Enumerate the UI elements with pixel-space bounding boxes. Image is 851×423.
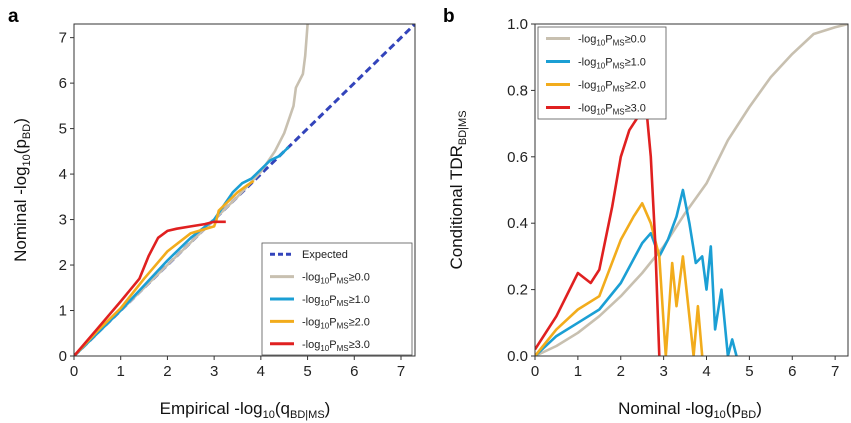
legend-entry: -log10PMS≥2.0 — [302, 316, 370, 330]
panel-b-letter: b — [443, 6, 455, 27]
panel-a-frame — [73, 23, 416, 357]
x-tick-label: 7 — [831, 363, 839, 380]
panel-a-xlabel: Empirical -log10(qBD|MS) — [160, 399, 331, 421]
legend-entry: -log10PMS≥2.0 — [578, 80, 646, 94]
y-tick-label: 7 — [59, 30, 67, 47]
panel-b-ylabel: Conditional TDRBD|MS — [447, 110, 469, 269]
panel-a: a 0 1 2 3 4 5 6 7 0 1 2 3 4 5 6 7 Empirical -log10(qBD|… — [8, 6, 416, 421]
series-line-0 — [535, 24, 848, 356]
y-tick-label: 0.4 — [507, 215, 528, 232]
x-tick-label: 3 — [659, 363, 667, 380]
panel-a-letter: a — [8, 6, 19, 27]
y-tick-label: 0.2 — [507, 282, 528, 299]
y-tick-label: 0.0 — [507, 348, 528, 365]
x-tick-label: 5 — [745, 363, 753, 380]
y-tick-label: 5 — [59, 121, 67, 138]
y-tick-label: 0.8 — [507, 82, 528, 99]
legend-entry: -log10PMS≥1.0 — [578, 57, 646, 71]
legend-entry: -log10PMS≥3.0 — [302, 339, 370, 353]
panel-a-ticks: 0 1 2 3 4 5 6 7 0 1 2 3 4 5 6 7 — [59, 30, 406, 380]
x-tick-label: 1 — [117, 363, 125, 380]
legend-entry: -log10PMS≥0.0 — [578, 34, 646, 48]
series-line-3 — [74, 179, 255, 356]
legend-entry: -log10PMS≥1.0 — [302, 294, 370, 308]
x-tick-label: 2 — [617, 363, 625, 380]
y-tick-label: 4 — [59, 166, 67, 183]
legend-box — [537, 26, 667, 120]
y-tick-label: 1 — [59, 303, 67, 320]
panel-a-legend: Expected -log10PMS≥0.0 -log10PMS≥1.0 -log10… — [261, 242, 413, 356]
series-line-2 — [535, 202, 704, 356]
x-tick-label: 6 — [788, 363, 796, 380]
y-tick-label: 1.0 — [507, 16, 528, 33]
legend-entry: -log10PMS≥0.0 — [302, 272, 370, 286]
x-tick-label: 3 — [210, 363, 218, 380]
panel-b: b 0 1 2 3 4 5 6 7 0.0 0.2 0.4 0.6 0.8 1.0 Nominal -lo… — [443, 6, 849, 421]
panel-b-legend: -log10PMS≥0.0 -log10PMS≥1.0 -log10PMS≥2.0 -… — [537, 26, 667, 120]
series-line-1 — [535, 188, 738, 356]
panel-a-ylabel: Nominal -log10(pBD) — [11, 118, 33, 262]
x-tick-label: 1 — [574, 363, 582, 380]
series-line-4 — [74, 220, 226, 356]
panel-b-xlabel: Nominal -log10(pBD) — [618, 399, 762, 421]
x-tick-label: 4 — [702, 363, 710, 380]
panel-a-series — [74, 24, 415, 356]
panel-b-ticks: 0 1 2 3 4 5 6 7 0.0 0.2 0.4 0.6 0.8 1.0 — [507, 16, 839, 380]
y-tick-label: 6 — [59, 75, 67, 92]
panel-b-frame — [534, 23, 849, 357]
x-tick-label: 5 — [303, 363, 311, 380]
series-line-3 — [535, 109, 661, 356]
legend-entry: -log10PMS≥3.0 — [578, 103, 646, 117]
y-tick-label: 0 — [59, 348, 67, 365]
y-tick-label: 2 — [59, 257, 67, 274]
legend-entry: Expected — [302, 249, 348, 261]
panel-b-series — [535, 24, 848, 356]
x-tick-label: 6 — [350, 363, 358, 380]
x-tick-label: 2 — [163, 363, 171, 380]
x-tick-label: 0 — [70, 363, 78, 380]
x-tick-label: 4 — [257, 363, 265, 380]
x-tick-label: 7 — [397, 363, 405, 380]
y-tick-label: 0.6 — [507, 149, 528, 166]
y-tick-label: 3 — [59, 212, 67, 229]
x-tick-label: 0 — [531, 363, 539, 380]
